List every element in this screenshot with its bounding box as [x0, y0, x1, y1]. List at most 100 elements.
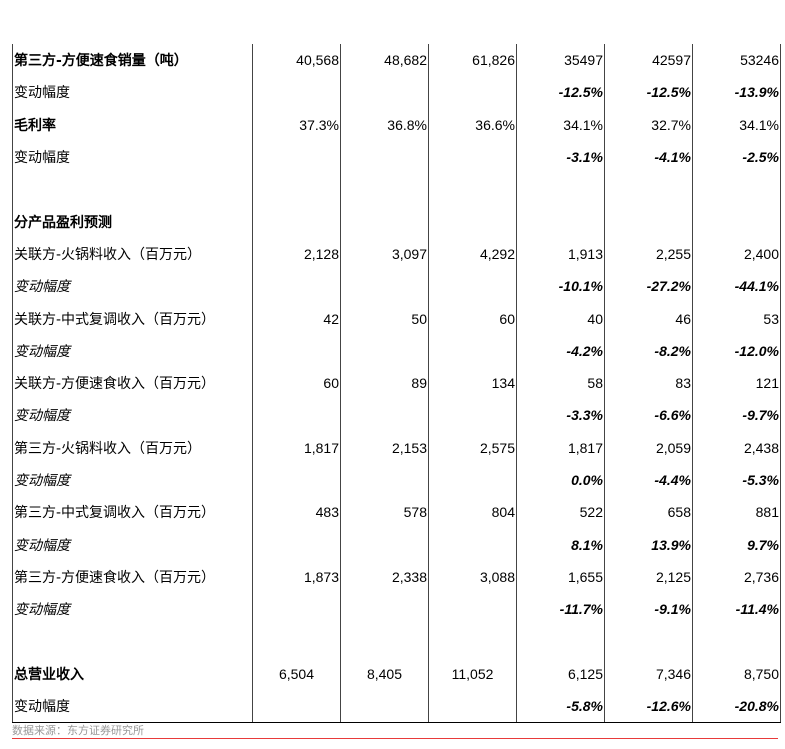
cell-value: 658 [604, 496, 693, 529]
cell-value: 37.3% [252, 108, 341, 141]
cell-value: -44.1% [692, 270, 781, 303]
cell-value: 36.8% [340, 108, 429, 141]
cell-value: -12.5% [516, 76, 605, 109]
cell-value: 42597 [604, 44, 693, 77]
cell-value: 9.7% [692, 528, 781, 561]
cell-value: 60 [252, 366, 341, 400]
cell-value: 8,750 [692, 657, 781, 690]
cell-value: -12.5% [604, 76, 693, 109]
cell-value: -11.7% [516, 593, 605, 626]
table-row [12, 625, 781, 658]
cell-value [604, 625, 693, 658]
table-row: 变动幅度 -3.1% -4.1% -2.5% [12, 140, 781, 174]
row-label: 变动幅度 [12, 270, 253, 303]
cell-value: 2,338 [340, 560, 429, 594]
cell-value: -13.9% [692, 76, 781, 109]
table-row [12, 173, 781, 206]
cell-value [252, 173, 341, 206]
cell-value: -8.2% [604, 334, 693, 367]
row-label: 第三方-方便速食销量（吨） [12, 44, 253, 77]
cell-value: 1,873 [252, 560, 341, 594]
cell-value [516, 173, 605, 206]
cell-value: 1,817 [252, 431, 341, 464]
row-label: 变动幅度 [12, 140, 253, 174]
cell-value: 13.9% [604, 528, 693, 561]
table-row: 变动幅度 0.0% -4.4% -5.3% [12, 463, 781, 497]
table-row: 分产品盈利预测 [12, 205, 781, 238]
cell-value: 3,088 [428, 560, 517, 594]
row-label: 关联方-中式复调收入（百万元） [12, 302, 253, 335]
table-row: 第三方-方便速食销量（吨） 40,568 48,682 61,826 35497 4259… [12, 44, 781, 77]
cell-value [428, 205, 517, 238]
cell-value: -3.1% [516, 140, 605, 174]
cell-value: 6,504 [252, 657, 341, 690]
cell-value: 53 [692, 302, 781, 335]
cell-value: 2,438 [692, 431, 781, 464]
row-label: 变动幅度 [12, 528, 253, 561]
row-label: 毛利率 [12, 108, 253, 141]
row-label: 变动幅度 [12, 334, 253, 367]
cell-value [252, 270, 341, 303]
cell-value [428, 173, 517, 206]
cell-value: 134 [428, 366, 517, 400]
cell-value: -3.3% [516, 399, 605, 432]
cell-value [428, 463, 517, 497]
cell-value: -27.2% [604, 270, 693, 303]
cell-value: -4.2% [516, 334, 605, 367]
cell-value [340, 140, 429, 174]
cell-value: 8,405 [340, 657, 429, 690]
cell-value [252, 140, 341, 174]
table-row: 第三方-方便速食收入（百万元） 1,873 2,338 3,088 1,655 2,125… [12, 560, 781, 594]
cell-value [428, 270, 517, 303]
cell-value: 2,255 [604, 237, 693, 271]
cell-value [428, 334, 517, 367]
cell-value: 881 [692, 496, 781, 529]
cell-value [252, 625, 341, 658]
cell-value: 42 [252, 302, 341, 335]
row-label: 变动幅度 [12, 399, 253, 432]
row-label: 第三方-中式复调收入（百万元） [12, 496, 253, 529]
cell-value [604, 173, 693, 206]
table-row: 关联方-方便速食收入（百万元） 60 89 134 58 83 121 [12, 366, 781, 400]
cell-value: 7,346 [604, 657, 693, 690]
cell-value: 121 [692, 366, 781, 400]
cell-value [340, 528, 429, 561]
table-row: 毛利率 37.3% 36.8% 36.6% 34.1% 32.7% 34.1% [12, 108, 781, 141]
cell-value: 2,153 [340, 431, 429, 464]
cell-value: 1,913 [516, 237, 605, 271]
cell-value: 89 [340, 366, 429, 400]
cell-value [340, 463, 429, 497]
table-row: 关联方-火锅料收入（百万元） 2,128 3,097 4,292 1,913 2,255 2… [12, 237, 781, 271]
cell-value [252, 463, 341, 497]
cell-value: 50 [340, 302, 429, 335]
cell-value [252, 205, 341, 238]
cell-value: -5.8% [516, 689, 605, 723]
cell-value [604, 205, 693, 238]
cell-value: -4.4% [604, 463, 693, 497]
table-row: 变动幅度 -4.2% -8.2% -12.0% [12, 334, 781, 367]
table-row: 总营业收入 6,504 8,405 11,052 6,125 7,346 8,750 [12, 657, 781, 690]
table-row: 第三方-中式复调收入（百万元） 483 578 804 522 658 881 [12, 496, 781, 529]
cell-value [340, 334, 429, 367]
row-label: 总营业收入 [12, 657, 253, 690]
cell-value [428, 399, 517, 432]
cell-value: 35497 [516, 44, 605, 77]
cell-value: 483 [252, 496, 341, 529]
cell-value [340, 270, 429, 303]
cell-value: -12.6% [604, 689, 693, 723]
cell-value: -9.1% [604, 593, 693, 626]
cell-value [692, 205, 781, 238]
cell-value [428, 528, 517, 561]
table-row: 变动幅度 8.1% 13.9% 9.7% [12, 528, 781, 561]
cell-value: -6.6% [604, 399, 693, 432]
cell-value: -10.1% [516, 270, 605, 303]
cell-value [252, 593, 341, 626]
row-label: 变动幅度 [12, 593, 253, 626]
cell-value: 8.1% [516, 528, 605, 561]
cell-value [516, 205, 605, 238]
source-note: 数据来源：东方证券研究所 [12, 724, 144, 737]
row-label: 第三方-火锅料收入（百万元） [12, 431, 253, 464]
table-row: 关联方-中式复调收入（百万元） 42 50 60 40 46 53 [12, 302, 781, 335]
forecast-table: 第三方-方便速食销量（吨） 40,568 48,682 61,826 35497 4259… [12, 44, 781, 723]
cell-value [340, 76, 429, 109]
